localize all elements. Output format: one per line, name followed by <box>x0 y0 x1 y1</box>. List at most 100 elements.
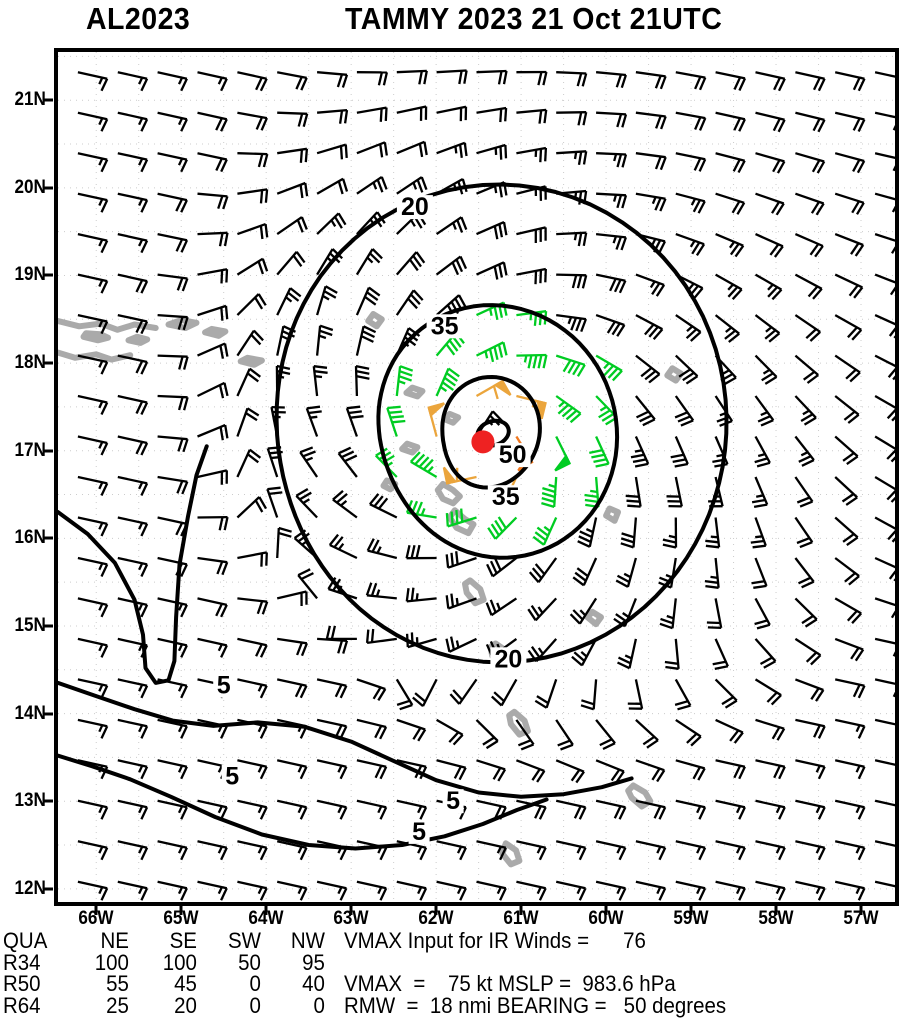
barb-shaft <box>158 437 188 440</box>
barb-full <box>797 498 809 503</box>
wind-barb <box>158 558 187 577</box>
wind-barb <box>663 518 676 548</box>
barb-full <box>814 78 820 90</box>
barb-full <box>181 564 187 576</box>
wind-barb <box>317 286 337 315</box>
barb-full <box>221 848 227 860</box>
barb-full <box>420 848 426 860</box>
barb-half <box>139 523 142 530</box>
barb-full <box>226 269 227 282</box>
wind-barb <box>795 477 812 507</box>
barb-full <box>222 562 227 575</box>
barb-shaft <box>835 801 864 808</box>
barb-full <box>181 767 187 779</box>
y-axis-tick <box>44 624 53 627</box>
barb-shaft <box>477 801 506 808</box>
barb-half <box>99 806 102 813</box>
barb-half <box>219 847 222 853</box>
barb-shaft <box>357 720 386 727</box>
barb-full <box>620 281 626 293</box>
barb-half <box>341 501 347 506</box>
barb-shaft <box>875 396 895 411</box>
barb-half <box>689 284 694 290</box>
wind-barb <box>397 882 426 901</box>
wind-barb <box>78 275 107 294</box>
wind-barb <box>875 882 895 901</box>
barb-half <box>581 652 586 657</box>
barb-full <box>859 120 865 132</box>
wind-barb <box>357 326 376 355</box>
wind-barb <box>516 110 546 124</box>
wind-barb <box>755 437 770 467</box>
barb-shaft <box>477 841 506 847</box>
wind-barb <box>317 801 346 820</box>
barb-full <box>181 807 187 819</box>
barb-full <box>661 619 674 623</box>
barb-full <box>338 641 342 654</box>
barb-shaft <box>78 841 107 847</box>
barb-full <box>176 199 182 211</box>
chart-title-bar: AL2023 TAMMY 2023 21 Oct 21UTC <box>0 0 919 42</box>
barb-half <box>338 887 341 894</box>
wind-barb <box>118 882 147 901</box>
barb-half <box>669 536 676 538</box>
barb-full <box>263 259 267 272</box>
wind-barb <box>636 396 655 425</box>
barb-full <box>622 237 626 250</box>
barb-shaft <box>596 720 615 743</box>
wind-barb <box>118 437 147 456</box>
barb-shaft <box>875 841 895 847</box>
barb-half <box>737 847 740 853</box>
barb-shaft <box>875 558 895 570</box>
barb-full <box>700 118 705 130</box>
barb-full <box>571 318 576 330</box>
barb-shaft <box>875 234 895 243</box>
barb-shaft <box>118 518 147 524</box>
x-axis-tick <box>180 906 183 915</box>
barb-shaft <box>237 598 267 601</box>
barb-half <box>323 296 329 300</box>
barb-shaft <box>78 679 107 685</box>
barb-full <box>581 700 594 704</box>
barb-full <box>183 279 188 292</box>
wind-barb <box>314 366 328 396</box>
barb-shaft <box>875 639 895 646</box>
wind-barb <box>707 598 721 628</box>
barb-shaft <box>198 639 227 646</box>
wind-barb <box>636 153 666 170</box>
wind-barb <box>716 679 737 707</box>
barb-half <box>418 887 421 894</box>
barb-shaft <box>437 217 462 234</box>
barb-full <box>381 807 387 819</box>
barb-shaft <box>676 234 704 244</box>
barb-half <box>179 644 182 651</box>
barb-full <box>457 260 463 272</box>
barb-full <box>487 603 492 616</box>
barb-shaft <box>397 679 413 705</box>
barb-half <box>857 847 860 853</box>
wind-barb <box>158 598 187 617</box>
barb-full <box>705 586 718 588</box>
barb-full <box>447 639 450 652</box>
barb-shaft <box>357 882 386 888</box>
storm-center-marker[interactable] <box>472 431 494 453</box>
barb-full <box>800 502 812 507</box>
wind-barb <box>835 315 861 340</box>
barb-half <box>604 363 609 368</box>
barb-full <box>451 637 454 650</box>
barb-half <box>139 644 142 651</box>
barb-full <box>504 222 506 235</box>
barb-half <box>768 285 773 290</box>
barb-full <box>499 71 502 84</box>
barb-full <box>752 581 765 583</box>
barb-full <box>220 517 223 530</box>
barb-half <box>495 186 496 193</box>
barb-full <box>661 76 666 89</box>
wind-barb <box>676 841 705 860</box>
barb-half <box>458 847 461 853</box>
barb-full <box>620 888 626 900</box>
barb-half <box>600 407 606 411</box>
barb-full <box>620 807 626 819</box>
